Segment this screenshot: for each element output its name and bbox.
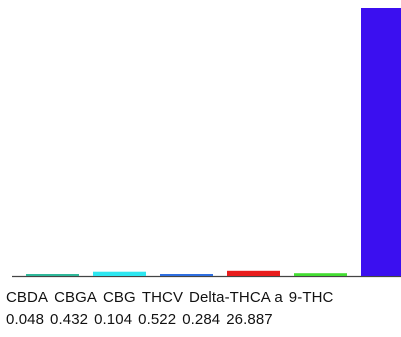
- category-label: CBG: [103, 289, 136, 306]
- category-label: CBGA: [54, 289, 97, 306]
- value-label: 0.522: [138, 311, 177, 328]
- value-label: 0.104: [94, 311, 133, 328]
- bar-cbg: [160, 274, 213, 276]
- value-label: 0.284: [182, 311, 221, 328]
- category-label-row: CBDA CBGA CBG THCV Delta-THCA a 9-THC: [6, 289, 401, 306]
- category-label: Delta-THCA a: [189, 289, 283, 306]
- bar-cbda: [26, 274, 79, 276]
- value-label: 26.887: [226, 311, 273, 328]
- value-label: 0.048: [6, 311, 45, 328]
- category-label: CBDA: [6, 289, 49, 306]
- bar-cbga: [93, 271, 146, 276]
- bar-delta-thca-a: [294, 273, 347, 276]
- category-label: THCV: [141, 289, 184, 306]
- category-label: 9-THC: [288, 289, 334, 306]
- value-label: 0.432: [50, 311, 89, 328]
- bar-thcv: [227, 270, 280, 276]
- bar-9-thc: [361, 8, 401, 276]
- value-label-row: 0.048 0.432 0.104 0.522 0.284 26.887: [6, 311, 401, 328]
